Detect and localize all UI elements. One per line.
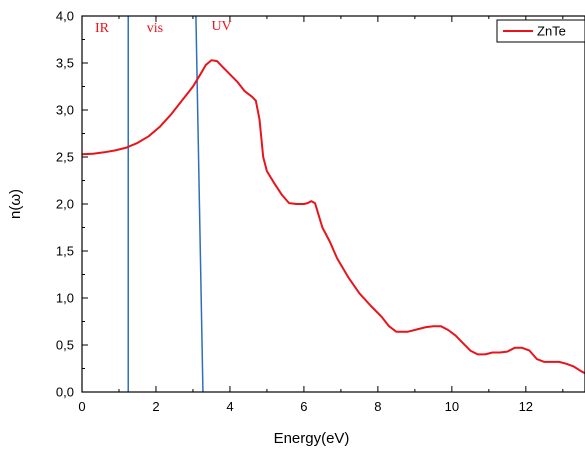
legend-label-znte: ZnTe [537, 24, 566, 39]
legend-box [496, 19, 585, 43]
y-tick-label: 0,0 [56, 385, 74, 400]
y-tick-label: 3,0 [56, 103, 74, 118]
x-tick-label: 10 [445, 399, 459, 414]
y-tick-label: 2,0 [56, 197, 74, 212]
x-tick-label: 4 [226, 399, 233, 414]
x-tick-label: 2 [152, 399, 159, 414]
x-tick-label: 6 [300, 399, 307, 414]
region-label-uv: UV [211, 19, 231, 34]
region-label-vis: vis [147, 21, 163, 36]
x-tick-label: 0 [78, 399, 85, 414]
plot-frame [81, 15, 585, 393]
labels: 0 2 4 6 8 10 12 0,0 0,5 1,0 1,5 2,0 2,5 3,0 3,5 4,0 Ener… [7, 9, 585, 447]
y-tick-label: 2,5 [56, 150, 74, 165]
y-tick-label: 4,0 [56, 9, 74, 24]
series-line-znte [81, 59, 585, 375]
x-tick-label: 12 [519, 399, 533, 414]
axes [81, 15, 585, 393]
x-axis-title: Energy(eV) [274, 430, 350, 447]
y-tick-label: 1,0 [56, 291, 74, 306]
plot-area [81, 15, 585, 393]
y-axis-title: n(ω) [7, 189, 24, 219]
x-tick-label: 8 [374, 399, 381, 414]
y-tick-label: 0,5 [56, 338, 74, 353]
y-tick-label: 3,5 [56, 56, 74, 71]
y-tick-label: 1,5 [56, 244, 74, 259]
region-label-ir: IR [95, 21, 110, 36]
